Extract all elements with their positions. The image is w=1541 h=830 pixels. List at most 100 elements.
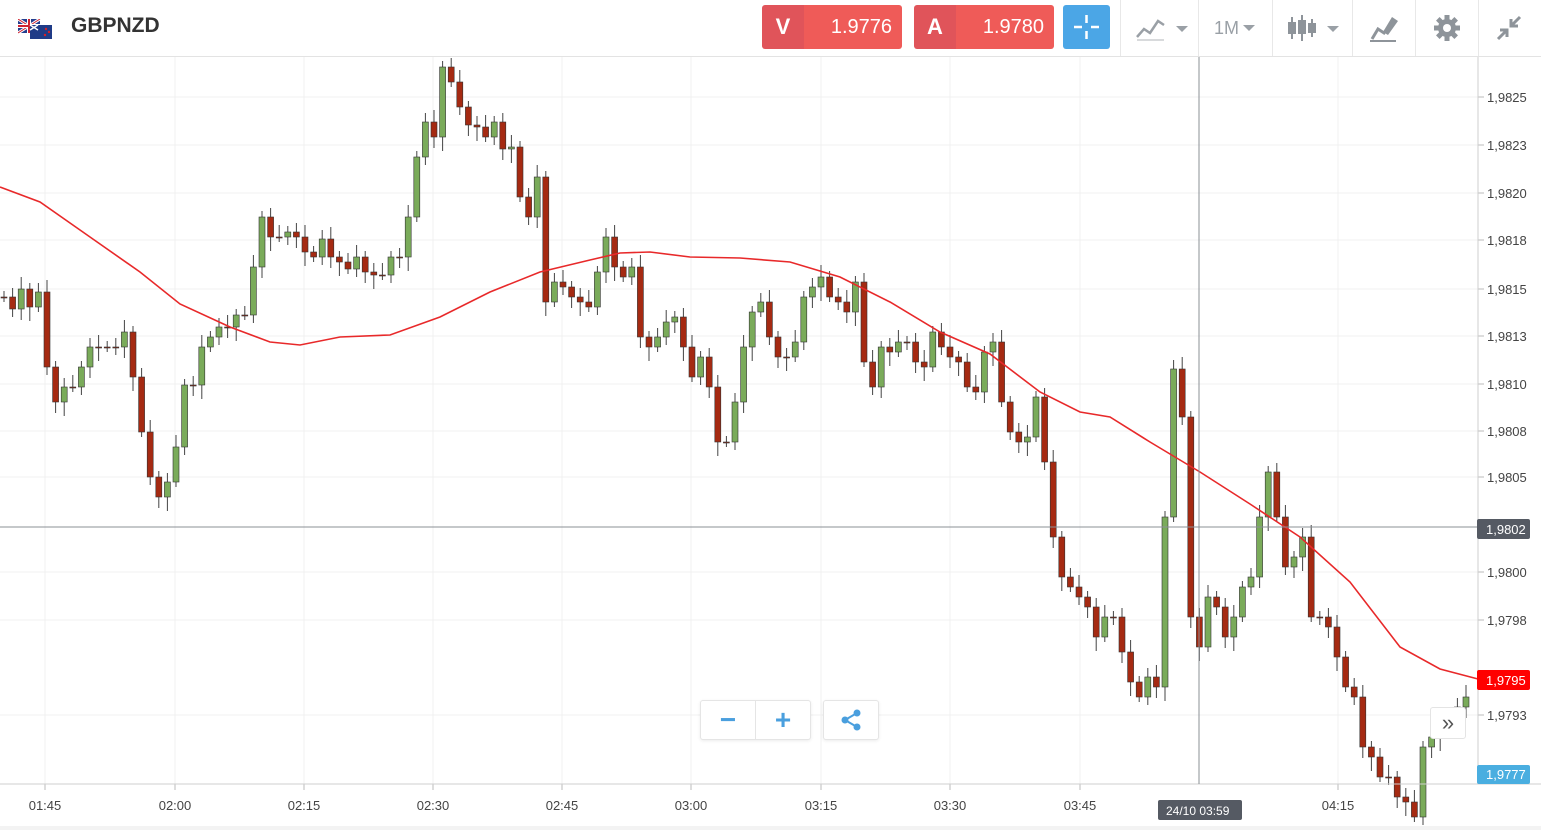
candle-body: [164, 481, 171, 498]
time-tick-label: 03:45: [1064, 798, 1097, 813]
price-tick-label: 1,9825: [1487, 90, 1527, 105]
candle-body: [688, 346, 696, 378]
crosshair-icon: [1074, 15, 1099, 39]
chart-type-menu[interactable]: [1134, 10, 1190, 46]
share-button[interactable]: [824, 701, 878, 739]
candle-body: [1204, 596, 1212, 648]
header-bar: GBPNZD V 1.9776 A 1.9780 1M: [0, 0, 1541, 57]
time-tick-label: 02:00: [159, 798, 192, 813]
candle-body: [267, 216, 274, 238]
time-tick-label: 03:30: [934, 798, 967, 813]
zoom-in-button[interactable]: +: [755, 701, 810, 739]
candle-body: [430, 121, 438, 138]
candle-body: [869, 361, 876, 388]
candle-body: [886, 346, 894, 353]
candle-body: [705, 356, 713, 388]
candle-body: [310, 251, 317, 258]
candle-body: [95, 346, 102, 349]
candle-body: [1299, 536, 1306, 558]
candle-body: [1084, 596, 1091, 608]
time-tick-label: 02:45: [546, 798, 579, 813]
candle-body: [1419, 746, 1427, 818]
candle-body: [576, 296, 584, 303]
candle-body: [1153, 676, 1160, 688]
candle-body: [155, 476, 163, 498]
candle-body: [594, 271, 601, 308]
candle-body: [181, 384, 188, 448]
drawing-tools-button[interactable]: [1368, 10, 1400, 46]
candle-body: [353, 256, 360, 270]
candle-body: [912, 341, 919, 363]
candle-body: [791, 341, 799, 358]
candle-body: [1075, 586, 1083, 598]
buy-button[interactable]: A 1.9780: [914, 5, 1054, 49]
price-tick-label: 1,9823: [1487, 138, 1527, 153]
candle-body: [1032, 396, 1040, 438]
zoom-out-button[interactable]: −: [719, 704, 737, 735]
candle-body: [766, 301, 773, 338]
time-tick-label: 01:45: [29, 798, 62, 813]
candle-body: [439, 66, 446, 138]
candle-body: [1282, 516, 1289, 568]
settings-button[interactable]: [1432, 10, 1462, 46]
candle-body: [714, 386, 722, 443]
price-tick-label: 1,9805: [1487, 470, 1527, 485]
candle-body: [86, 346, 94, 368]
candle-body: [671, 316, 679, 323]
candle-body: [654, 336, 661, 348]
candle-body: [379, 274, 386, 277]
candle-body: [895, 341, 902, 353]
candle-body: [0, 296, 8, 299]
sell-button[interactable]: V 1.9776: [762, 5, 902, 49]
buy-label: A: [914, 5, 956, 49]
ask-price-tag: 1,9777: [1477, 765, 1530, 784]
candle-type-menu[interactable]: [1286, 10, 1342, 46]
collapse-button[interactable]: [1494, 10, 1524, 46]
candle-body: [1187, 416, 1195, 618]
candle-body: [568, 286, 575, 298]
candle-body: [1273, 471, 1281, 518]
candlestick-icon: [1288, 15, 1339, 41]
candle-body: [1024, 436, 1031, 443]
candle-body: [834, 296, 842, 303]
candle-body: [1402, 796, 1410, 803]
buy-price: 1.9780: [956, 5, 1054, 49]
timeframe-menu[interactable]: 1M: [1214, 10, 1256, 46]
candle-body: [748, 311, 756, 348]
candle-body: [602, 236, 610, 273]
candle-body: [731, 401, 739, 443]
candle-body: [1178, 368, 1186, 418]
sell-price: 1.9776: [804, 5, 902, 49]
price-tick-label: 1,9793: [1487, 708, 1527, 723]
candle-body: [78, 366, 85, 388]
candle-body: [327, 238, 335, 258]
time-tick-label: 04:15: [1322, 798, 1355, 813]
candle-body: [207, 336, 214, 348]
candle-body: [1118, 616, 1126, 653]
candle-body: [680, 316, 687, 348]
candle-body: [981, 351, 988, 393]
chevron-down-icon: [1243, 25, 1256, 31]
crosshair-toggle-button[interactable]: [1063, 5, 1110, 49]
candle-body: [877, 346, 885, 388]
time-tick-label: 03:00: [675, 798, 708, 813]
candle-body: [843, 301, 851, 313]
candle-body: [1290, 556, 1298, 568]
candle-body: [336, 256, 343, 263]
price-tick-label: 1,9798: [1487, 613, 1527, 628]
candle-body: [989, 341, 997, 353]
candle-body: [628, 266, 636, 278]
crosshair-time-tag: 24/10 03:59: [1158, 800, 1242, 820]
scroll-to-latest-button[interactable]: »: [1430, 707, 1466, 739]
candle-body: [465, 106, 472, 126]
candle-body: [1144, 676, 1152, 698]
price-tick-label: 1,9808: [1487, 424, 1527, 439]
line-chart-icon: [1136, 19, 1188, 41]
price-chart[interactable]: 1,9825 1,9823 1,9820 1,9818 1,9815 1,9813 1,98…: [0, 57, 1541, 826]
candle-body: [189, 384, 197, 387]
candle-body: [783, 356, 790, 359]
candle-body: [637, 266, 644, 338]
bottom-strip: [0, 826, 1541, 830]
candle-body: [1161, 516, 1169, 688]
candle-body: [499, 121, 507, 150]
